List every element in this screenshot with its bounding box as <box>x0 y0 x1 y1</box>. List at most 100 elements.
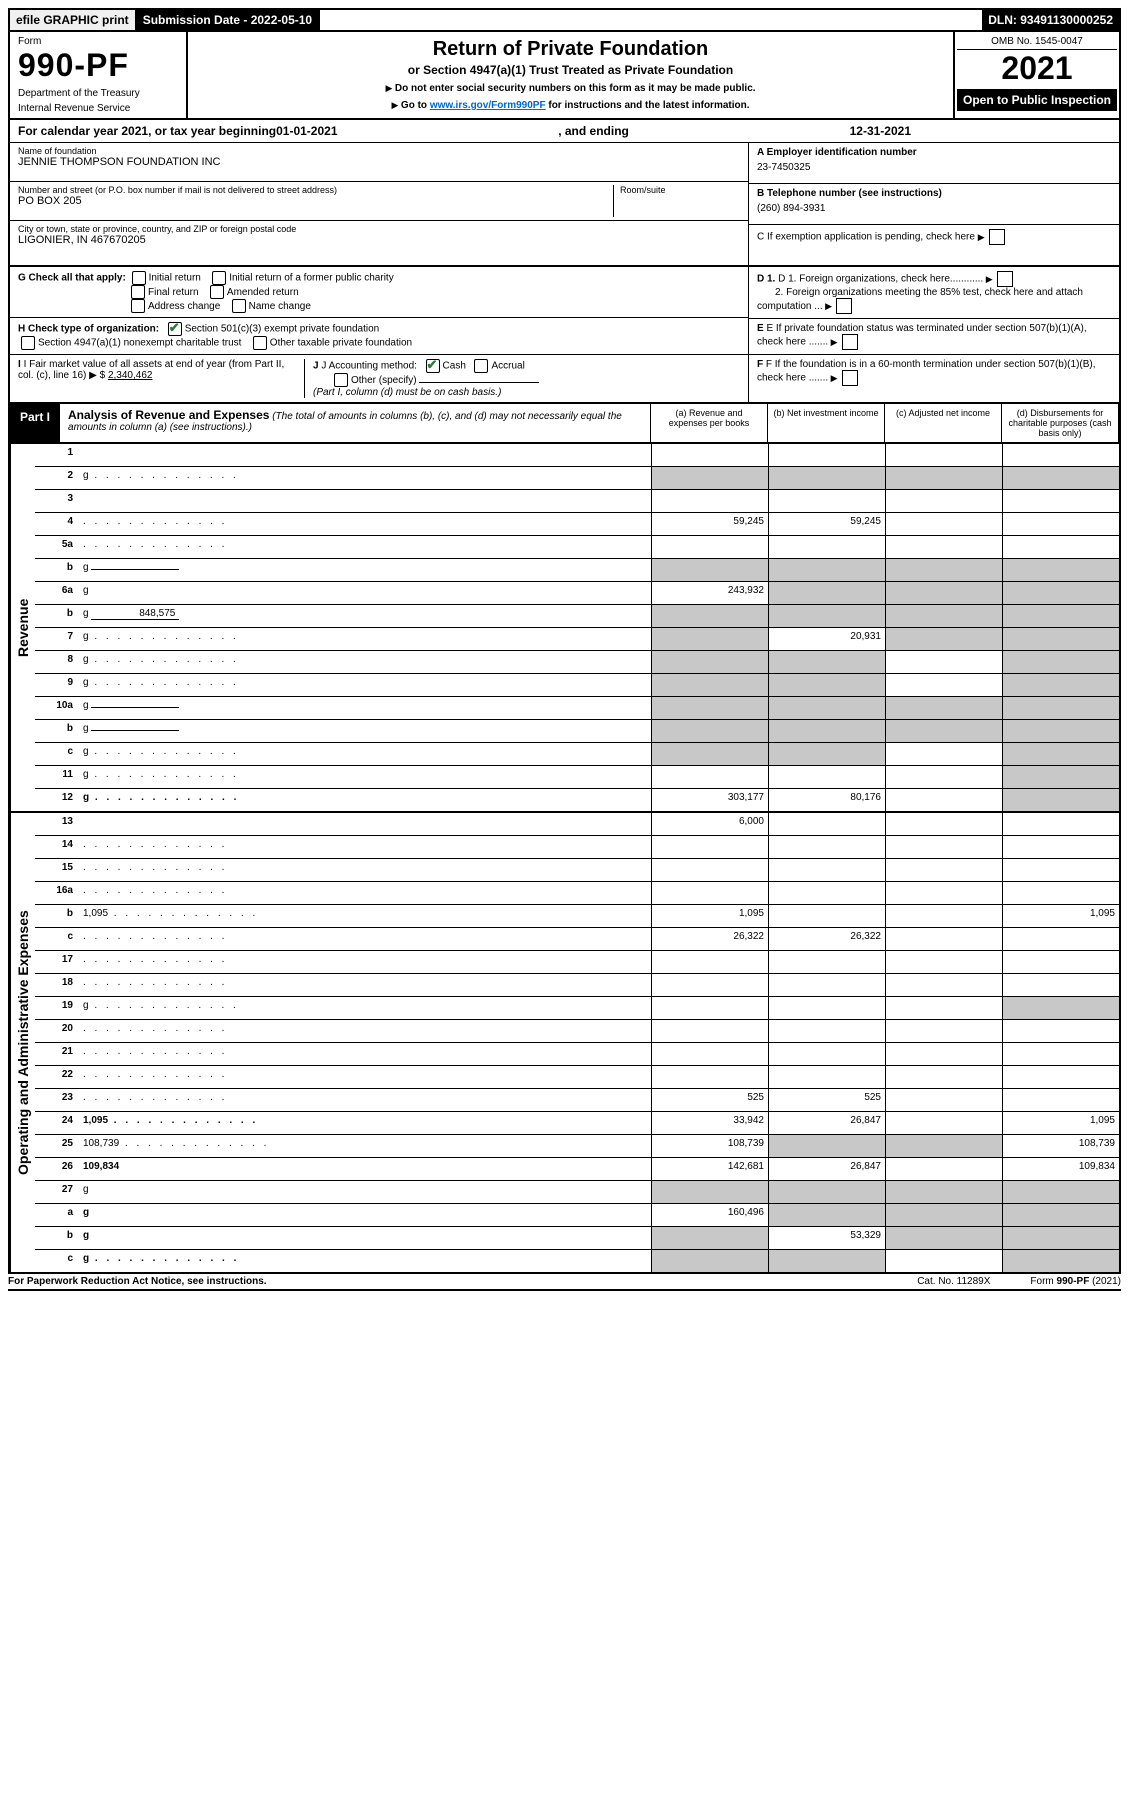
line-number: a <box>35 1204 79 1226</box>
amount-col-b: 80,176 <box>768 789 885 811</box>
amended-return-checkbox[interactable] <box>210 285 224 299</box>
top-bar: efile GRAPHIC print Submission Date - 20… <box>8 8 1121 32</box>
line-number: b <box>35 605 79 627</box>
initial-return-checkbox[interactable] <box>132 271 146 285</box>
amount-col-b <box>768 836 885 858</box>
initial-return-former-checkbox[interactable] <box>212 271 226 285</box>
line-description <box>79 882 651 904</box>
line-description: g <box>79 1181 651 1203</box>
line-row: cg <box>35 1250 1119 1272</box>
line-row: 23525525 <box>35 1089 1119 1112</box>
line-row: 20 <box>35 1020 1119 1043</box>
name-change-checkbox[interactable] <box>232 299 246 313</box>
line-row: 22 <box>35 1066 1119 1089</box>
final-return-checkbox[interactable] <box>131 285 145 299</box>
foreign-85-checkbox[interactable] <box>836 298 852 314</box>
accrual-method-checkbox[interactable] <box>474 359 488 373</box>
line-row: 25108,739108,739108,739 <box>35 1135 1119 1158</box>
line-number: 11 <box>35 766 79 788</box>
501c3-checkbox[interactable] <box>168 322 182 336</box>
efile-print-button[interactable]: efile GRAPHIC print <box>10 10 137 30</box>
exemption-checkbox[interactable] <box>989 229 1005 245</box>
line-row: 15 <box>35 859 1119 882</box>
part1-title: Analysis of Revenue and Expenses (The to… <box>60 404 650 442</box>
line-description: g <box>79 582 651 604</box>
line-number: 5a <box>35 536 79 558</box>
amount-col-b <box>768 674 885 696</box>
amount-col-c <box>885 1181 1002 1203</box>
address-change-checkbox[interactable] <box>131 299 145 313</box>
line-number: b <box>35 559 79 581</box>
amount-col-c <box>885 444 1002 466</box>
open-to-public: Open to Public Inspection <box>957 89 1117 111</box>
cash-method-checkbox[interactable] <box>426 359 440 373</box>
amount-col-d <box>1002 951 1119 973</box>
amount-col-d <box>1002 697 1119 719</box>
amount-col-d <box>1002 559 1119 581</box>
amount-col-d <box>1002 859 1119 881</box>
amount-col-b <box>768 905 885 927</box>
amount-col-c <box>885 720 1002 742</box>
amount-col-b <box>768 1250 885 1272</box>
amount-col-b <box>768 720 885 742</box>
line-description: g <box>79 720 651 742</box>
60month-checkbox[interactable] <box>842 370 858 386</box>
amount-col-b <box>768 1204 885 1226</box>
line-number: 27 <box>35 1181 79 1203</box>
instructions-link[interactable]: www.irs.gov/Form990PF <box>430 100 546 111</box>
line-row: 9g <box>35 674 1119 697</box>
amount-col-c <box>885 490 1002 512</box>
ssn-warning: Do not enter social security numbers on … <box>194 83 947 94</box>
amount-col-b <box>768 490 885 512</box>
line-row: 1 <box>35 444 1119 467</box>
line-description: g <box>79 651 651 673</box>
line-description: g <box>79 674 651 696</box>
amount-col-d <box>1002 651 1119 673</box>
amount-col-b <box>768 559 885 581</box>
status-terminated-checkbox[interactable] <box>842 334 858 350</box>
line-row: b1,0951,0951,095 <box>35 905 1119 928</box>
line-row: ag160,496 <box>35 1204 1119 1227</box>
amount-col-c <box>885 974 1002 996</box>
amount-col-c <box>885 1158 1002 1180</box>
line-description <box>79 1020 651 1042</box>
line-description: 108,739 <box>79 1135 651 1157</box>
amount-col-c <box>885 1204 1002 1226</box>
foreign-org-checkbox[interactable] <box>997 271 1013 287</box>
year-cell: OMB No. 1545-0047 2021 Open to Public In… <box>955 32 1119 118</box>
line-description: g <box>79 1227 651 1249</box>
amount-col-b <box>768 859 885 881</box>
line-row: 18 <box>35 974 1119 997</box>
other-method-checkbox[interactable] <box>334 373 348 387</box>
line-number: 13 <box>35 813 79 835</box>
amount-col-a: 303,177 <box>651 789 768 811</box>
amount-col-c <box>885 882 1002 904</box>
4947a1-checkbox[interactable] <box>21 336 35 350</box>
amount-col-b <box>768 1020 885 1042</box>
amount-col-d <box>1002 467 1119 489</box>
amount-col-c <box>885 1250 1002 1272</box>
amount-col-c <box>885 1066 1002 1088</box>
amount-col-d <box>1002 1181 1119 1203</box>
telephone-value: (260) 894-3931 <box>757 203 1111 214</box>
amount-col-c <box>885 1227 1002 1249</box>
other-taxable-checkbox[interactable] <box>253 336 267 350</box>
form-header: Form 990-PF Department of the Treasury I… <box>8 32 1121 120</box>
line-description <box>79 1089 651 1111</box>
line-row: 12g303,17780,176 <box>35 789 1119 811</box>
expenses-side-label: Operating and Administrative Expenses <box>10 813 35 1272</box>
amount-col-c <box>885 951 1002 973</box>
amount-col-d <box>1002 789 1119 811</box>
amount-col-b <box>768 536 885 558</box>
line-number: c <box>35 928 79 950</box>
line-number: 22 <box>35 1066 79 1088</box>
line-number: 19 <box>35 997 79 1019</box>
amount-col-c <box>885 513 1002 535</box>
line-row: 7g20,931 <box>35 628 1119 651</box>
amount-col-d <box>1002 997 1119 1019</box>
amount-col-d <box>1002 674 1119 696</box>
line-description: g 848,575 <box>79 605 651 627</box>
amount-col-a <box>651 651 768 673</box>
section-f: F F If the foundation is in a 60-month t… <box>749 355 1119 390</box>
amount-col-a <box>651 951 768 973</box>
